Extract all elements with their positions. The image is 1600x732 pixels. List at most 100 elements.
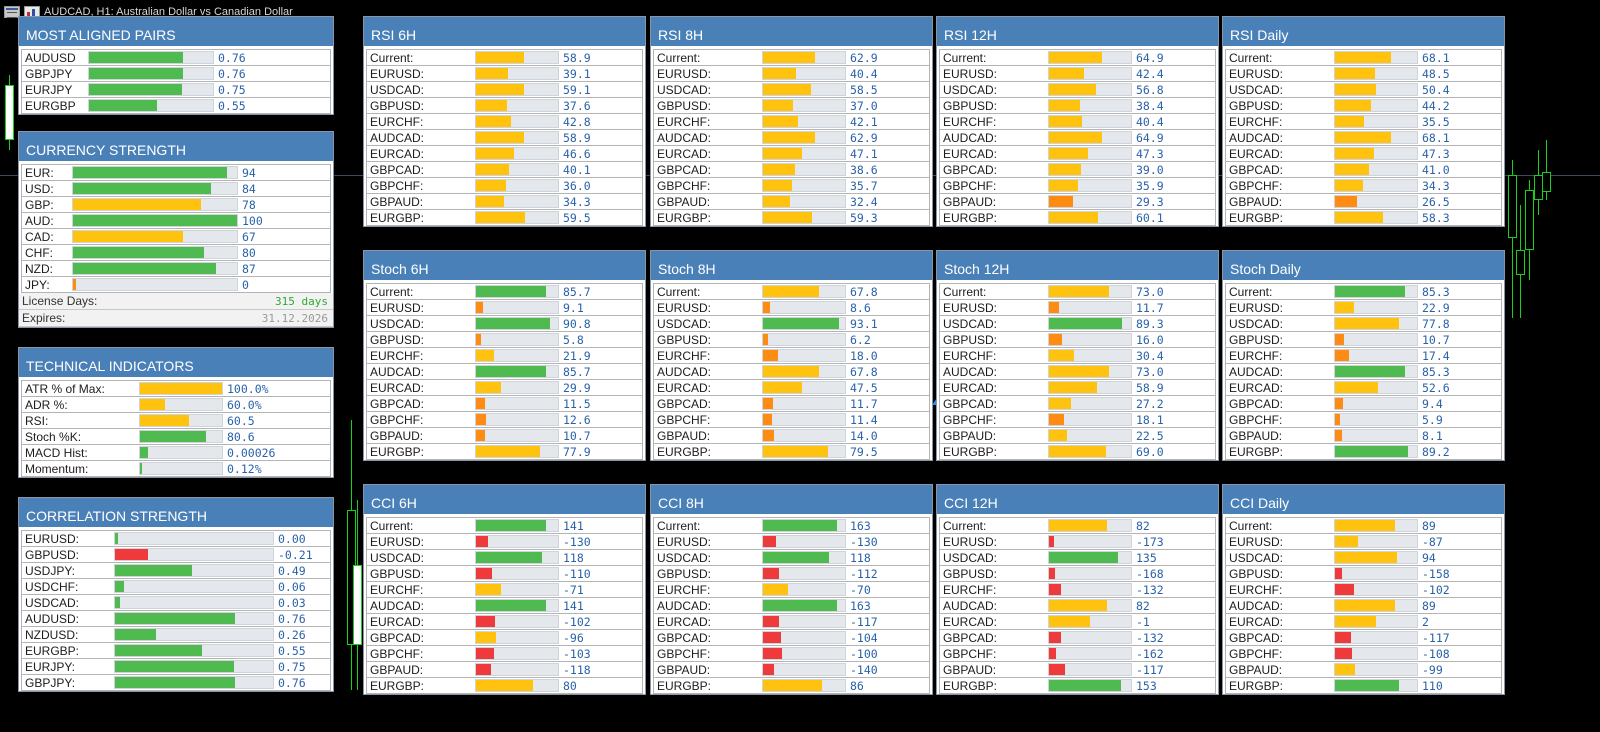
indicator-row: GBPAUD: 32.4 — [653, 193, 930, 210]
row-label: EURCAD: — [657, 146, 712, 161]
indicator-row: EURUSD: -130 — [653, 533, 930, 550]
candle-body — [1542, 172, 1551, 192]
row-value: 47.3 — [1422, 146, 1450, 161]
strength-bar-fill — [1335, 212, 1383, 223]
row-label: GBPAUD: — [943, 428, 997, 443]
indicator-row: GBPCAD: -96 — [366, 629, 643, 646]
strength-bar — [1048, 285, 1132, 298]
panel-title: CURRENCY STRENGTH — [19, 132, 333, 161]
strength-bar — [72, 214, 238, 227]
indicator-row: USDCAD: 56.8 — [939, 81, 1216, 98]
row-label: EURGBP: — [657, 210, 712, 225]
row-label: AUDCAD: — [1229, 598, 1284, 613]
indicator-row: USD: 84 — [21, 180, 331, 197]
strength-bar — [72, 166, 238, 179]
strength-bar-fill — [1049, 536, 1054, 547]
strength-bar-fill — [1335, 132, 1391, 143]
strength-bar-fill — [1335, 84, 1377, 95]
row-value: -118 — [563, 662, 591, 677]
strength-bar — [88, 99, 214, 112]
row-value: 0.75 — [218, 82, 246, 97]
strength-bar-fill — [1335, 536, 1358, 547]
strength-bar-fill — [476, 430, 485, 441]
indicator-row: EURGBP: 80 — [366, 677, 643, 694]
row-value: 62.9 — [850, 130, 878, 145]
row-value: 36.0 — [563, 178, 591, 193]
strength-bar-fill — [1049, 302, 1059, 313]
row-label: GBPCHF: — [657, 412, 711, 427]
indicator-rows: Current: 85.7 EURUSD: 9.1 USDCAD: 90.8 GBPUSD:… — [364, 280, 645, 460]
strength-bar-fill — [1335, 680, 1399, 691]
strength-bar — [1048, 147, 1132, 160]
row-value: 80 — [242, 245, 256, 260]
row-label: EURCHF: — [657, 114, 711, 129]
strength-bar — [475, 615, 559, 628]
row-value: 67.8 — [850, 364, 878, 379]
indicator-row: AUDCAD: 89 — [1225, 597, 1502, 614]
row-value: 58.5 — [850, 82, 878, 97]
strength-bar-fill — [1335, 180, 1364, 191]
strength-bar — [1334, 317, 1418, 330]
strength-bar-fill — [476, 180, 506, 191]
indicator-row: GBPAUD: 10.7 — [366, 427, 643, 444]
row-label: EURGBP: — [657, 678, 712, 693]
strength-bar — [114, 596, 274, 609]
strength-bar-fill — [1335, 520, 1395, 531]
strength-bar-fill — [763, 398, 773, 409]
row-value: 11.5 — [563, 396, 591, 411]
strength-bar — [762, 195, 846, 208]
license-expires-value: 31.12.2026 — [261, 311, 328, 325]
indicator-row: EURUSD: 42.4 — [939, 65, 1216, 82]
row-value: -0.21 — [278, 547, 313, 562]
strength-bar — [475, 301, 559, 314]
indicator-row: EURUSD: 9.1 — [366, 299, 643, 316]
indicator-row: EURUSD: 22.9 — [1225, 299, 1502, 316]
indicator-row: GBPCHF: 12.6 — [366, 411, 643, 428]
row-label: Current: — [1229, 50, 1273, 65]
strength-bar — [88, 83, 214, 96]
row-label: EURJPY: — [25, 659, 76, 674]
indicator-row: GBPAUD: 34.3 — [366, 193, 643, 210]
row-value: -158 — [1422, 566, 1450, 581]
strength-bar — [72, 262, 238, 275]
strength-bar-fill — [1049, 164, 1081, 175]
indicator-row: AUDCAD: 82 — [939, 597, 1216, 614]
row-value: 84 — [242, 181, 256, 196]
row-label: GBPUSD: — [657, 566, 712, 581]
strength-bar — [1334, 195, 1418, 208]
strength-bar — [1334, 179, 1418, 192]
strength-bar-fill — [73, 199, 201, 210]
strength-bar-fill — [1335, 318, 1399, 329]
row-label: GBPUSD: — [370, 332, 425, 347]
row-value: 39.1 — [563, 66, 591, 81]
strength-bar-fill — [1049, 648, 1057, 659]
strength-bar — [139, 398, 223, 411]
row-label: CAD: — [25, 229, 54, 244]
row-label: GBPCHF: — [943, 178, 997, 193]
indicator-row: GBPCAD: -104 — [653, 629, 930, 646]
indicator-row: EURUSD: 39.1 — [366, 65, 643, 82]
strength-bar-fill — [476, 600, 546, 611]
strength-bar-fill — [763, 212, 812, 223]
row-label: GBPCHF: — [370, 178, 424, 193]
window-menu-icon[interactable] — [4, 6, 20, 18]
panel-stoch-6h: Stoch 6H Current: 85.7 EURUSD: 9.1 USDCAD: 90.… — [363, 250, 646, 461]
indicator-row: EURUSD: -173 — [939, 533, 1216, 550]
row-label: AUDCAD: — [370, 364, 425, 379]
strength-bar — [1048, 583, 1132, 596]
strength-bar — [762, 99, 846, 112]
row-value: 82 — [1136, 518, 1150, 533]
row-label: MACD Hist: — [25, 445, 88, 460]
indicator-row: GBPCHF: 35.7 — [653, 177, 930, 194]
strength-bar — [1334, 67, 1418, 80]
strength-bar — [475, 663, 559, 676]
strength-bar — [475, 147, 559, 160]
strength-bar-fill — [1335, 382, 1379, 393]
indicator-row: GBPUSD: 44.2 — [1225, 97, 1502, 114]
row-value: -132 — [1136, 630, 1164, 645]
row-label: USDCHF: — [25, 579, 79, 594]
row-value: 39.0 — [1136, 162, 1164, 177]
row-value: -130 — [850, 534, 878, 549]
strength-bar-fill — [1049, 132, 1103, 143]
row-label: EURGBP — [25, 98, 76, 113]
